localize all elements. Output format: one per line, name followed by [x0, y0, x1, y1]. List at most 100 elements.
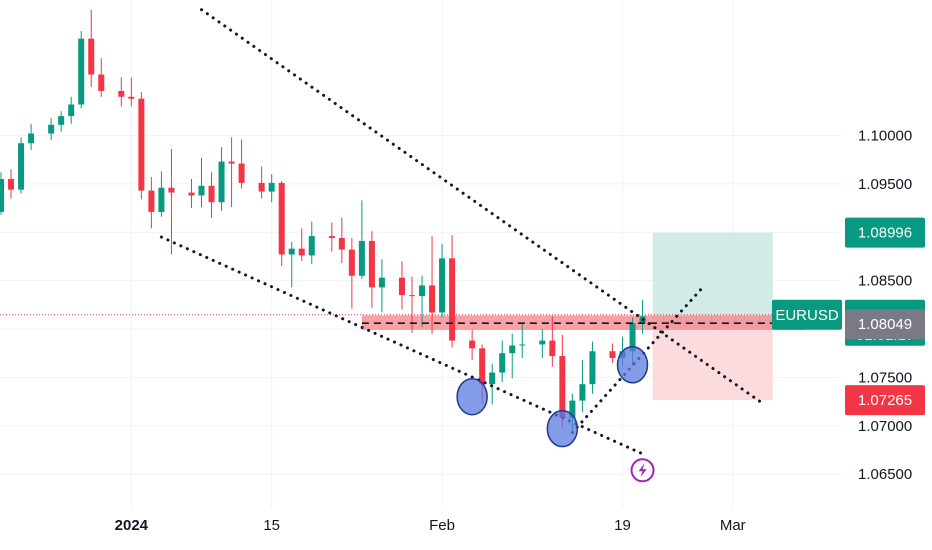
candle-body	[489, 372, 496, 385]
candle	[489, 363, 496, 405]
time-tick-label: 19	[614, 517, 631, 534]
candle-body	[398, 277, 405, 296]
candle-body	[138, 98, 145, 191]
price-tick-label: 1.10000	[858, 127, 912, 144]
price-tick-label: 1.07000	[858, 418, 912, 435]
candle-body	[198, 185, 205, 196]
candle	[238, 139, 245, 189]
pattern-circle	[546, 409, 579, 448]
candle	[519, 323, 526, 359]
candle-body	[358, 240, 365, 276]
candle	[58, 111, 65, 132]
time-axis: 2024 15 Feb 19 Mar	[115, 517, 746, 534]
event-marker-icon	[630, 458, 655, 483]
candle-body	[419, 285, 426, 297]
candle	[18, 137, 25, 194]
candle-body	[499, 353, 506, 373]
price-label: 1.07265	[845, 385, 925, 416]
candle-body	[48, 124, 55, 134]
candle-body	[408, 295, 416, 297]
candle	[118, 77, 125, 107]
price-label: 1.08996	[845, 217, 925, 248]
candle-body	[0, 179, 5, 212]
candle	[228, 137, 235, 208]
price-badge	[845, 309, 925, 340]
candle-body	[128, 96, 135, 99]
candle-body	[378, 277, 385, 288]
candle	[188, 179, 195, 209]
price-tick-label: 1.07500	[858, 369, 912, 386]
price-labels: 1.08996EURUSD1.0814701:01:171.080491.072…	[772, 217, 925, 416]
candle	[88, 9, 95, 88]
candle-body	[258, 182, 265, 192]
candle	[308, 221, 315, 265]
candle-body	[519, 344, 526, 346]
stop-zone	[652, 324, 773, 401]
candle	[539, 328, 546, 359]
candle-body	[449, 258, 456, 341]
candle	[98, 58, 105, 97]
trendline	[200, 8, 765, 405]
price-value: 1.07265	[858, 392, 912, 409]
position-zones	[0, 232, 842, 401]
candle	[419, 275, 426, 328]
symbol-name: EURUSD	[775, 307, 839, 324]
candle	[328, 222, 335, 252]
candle-body	[68, 104, 75, 117]
candle	[449, 235, 456, 348]
candlestick-series	[0, 9, 646, 431]
candle-body	[439, 258, 446, 313]
candle	[439, 243, 446, 318]
candle	[28, 123, 35, 150]
candle-body	[579, 384, 586, 401]
candle	[298, 228, 305, 262]
candle-body	[118, 90, 125, 97]
candle-body	[148, 190, 155, 212]
candle-body	[549, 340, 556, 357]
symbol-badge	[772, 299, 842, 330]
candle	[579, 359, 586, 413]
candle	[549, 316, 556, 367]
candle	[398, 261, 405, 310]
candle-body	[18, 143, 25, 190]
candle-body	[559, 356, 566, 419]
trendline	[570, 285, 705, 435]
candle-body	[278, 182, 285, 255]
candle-body	[58, 116, 65, 125]
candle	[218, 147, 225, 211]
candle	[78, 30, 85, 109]
price-tick-label: 1.06500	[858, 466, 912, 483]
candle	[128, 77, 135, 107]
price-value: 1.08049	[858, 316, 912, 333]
candle	[609, 343, 616, 363]
candle-body	[298, 248, 305, 256]
price-label: 1.08049	[845, 309, 925, 340]
candle	[509, 333, 516, 379]
candle-body	[188, 192, 195, 196]
candle	[378, 259, 385, 313]
time-tick-label: 15	[263, 517, 280, 534]
candle-body	[168, 187, 175, 193]
candle	[288, 241, 295, 288]
price-badge	[845, 217, 925, 248]
candle	[358, 200, 365, 279]
candle-body	[348, 249, 355, 276]
candle	[48, 118, 55, 141]
pattern-circle	[616, 346, 649, 384]
candle-body	[238, 163, 245, 183]
candle	[158, 171, 165, 217]
candle-body	[308, 236, 315, 256]
candle-body	[479, 348, 486, 385]
candle-body	[78, 38, 85, 105]
candle-body	[589, 351, 596, 385]
price-badge	[845, 385, 925, 416]
time-tick-label: Feb	[429, 517, 455, 534]
candle-body	[208, 185, 215, 203]
pattern-circle	[456, 377, 488, 416]
candle-body	[328, 236, 335, 239]
candle	[168, 149, 175, 255]
price-tick-label: 1.08500	[858, 273, 912, 290]
time-tick-label: Mar	[720, 517, 746, 534]
candle-body	[509, 345, 516, 354]
